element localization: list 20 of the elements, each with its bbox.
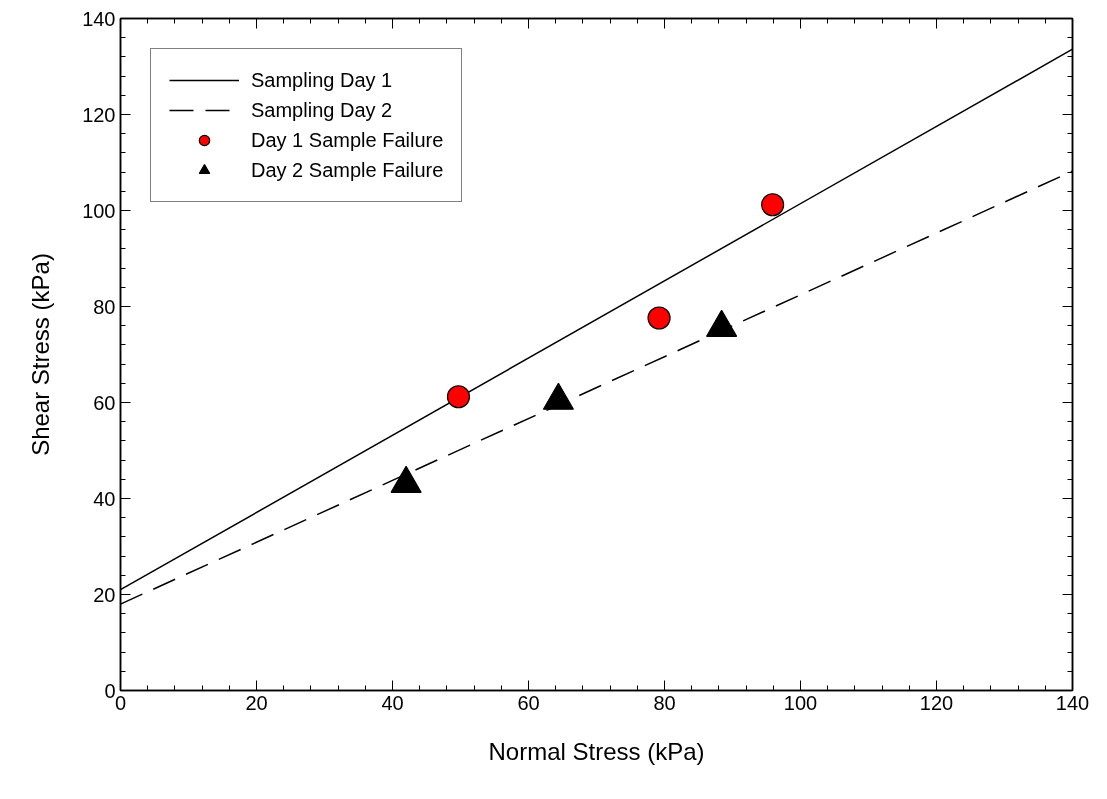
legend-label: Day 1 Sample Failure xyxy=(251,128,444,152)
x-tick-label: 60 xyxy=(517,691,540,714)
y-tick-label: 100 xyxy=(82,199,116,222)
legend-label: Day 2 Sample Failure xyxy=(251,158,444,182)
x-axis-title: Normal Stress (kPa) xyxy=(488,737,705,765)
x-tick-label: 140 xyxy=(1055,691,1090,714)
y-tick-label: 40 xyxy=(93,487,116,510)
x-tick-label: 100 xyxy=(783,691,818,714)
legend-label: Sampling Day 2 xyxy=(251,98,393,122)
y-tick-label: 80 xyxy=(93,295,116,318)
y-tick-label: 20 xyxy=(93,583,116,606)
legend-label: Sampling Day 1 xyxy=(251,68,393,92)
y-axis-title: Shear Stress (kPa) xyxy=(27,253,55,456)
y-tick-label: 60 xyxy=(93,391,116,414)
x-tick-label: 120 xyxy=(919,691,954,714)
x-tick-label: 40 xyxy=(381,691,404,714)
y-tick-label: 120 xyxy=(82,103,116,126)
x-tick-label: 80 xyxy=(653,691,676,714)
x-tick-label: 20 xyxy=(245,691,268,714)
y-tick-label: 140 xyxy=(82,7,116,30)
